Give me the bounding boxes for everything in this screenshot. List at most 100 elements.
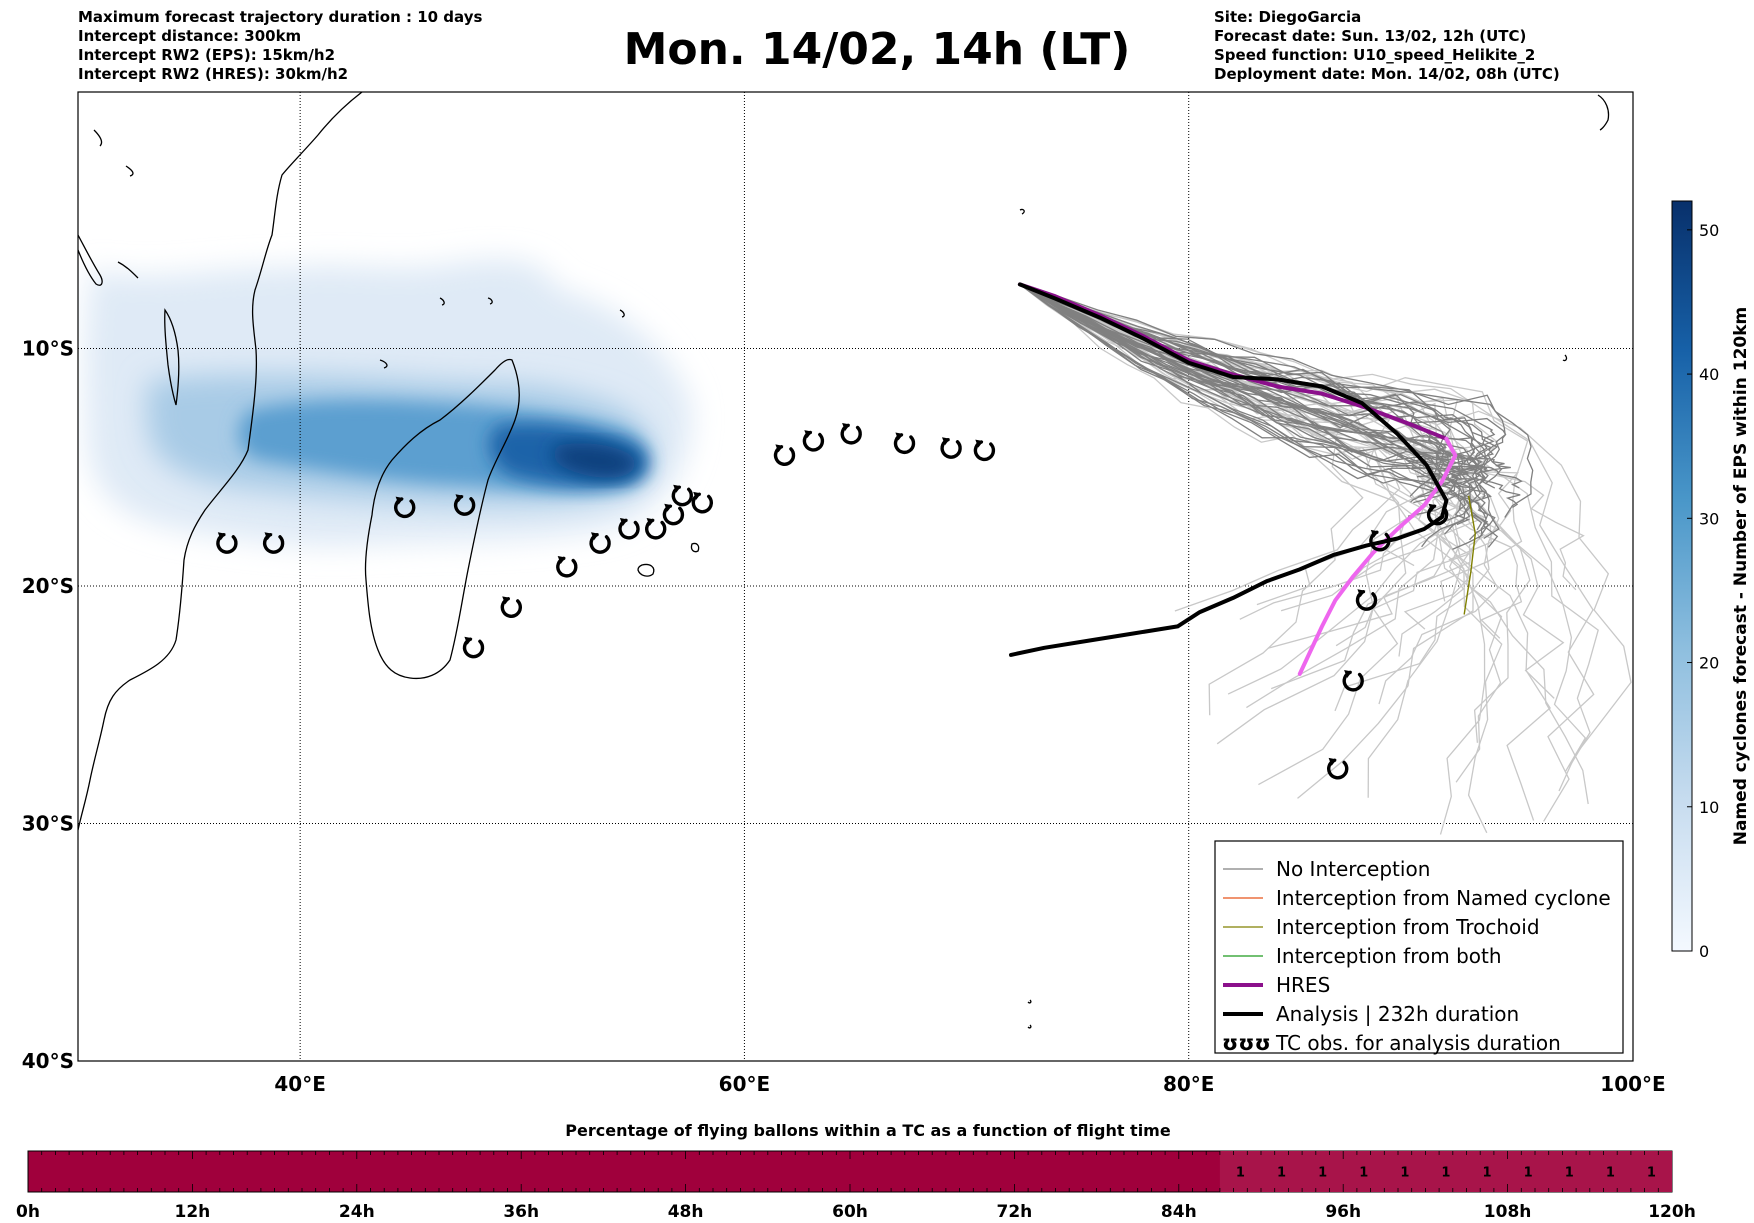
tc-obs-marker <box>462 636 485 659</box>
tc-obs-marker <box>1426 503 1449 526</box>
legend-label: TC obs. for analysis duration <box>1275 1031 1561 1055</box>
coastline-islands-north <box>93 94 1610 1029</box>
colorbar-tick-label: 50 <box>1699 221 1719 240</box>
coastlines <box>78 92 1610 1029</box>
hres-track <box>1017 282 1449 441</box>
bar-x-tick-label: 0h <box>16 1202 40 1222</box>
legend-entry-no-interception: No Interception <box>1223 857 1430 881</box>
y-tick-label: 30°S <box>22 812 74 836</box>
legend-label: Analysis | 232h duration <box>1276 1002 1519 1026</box>
bar-highlight-region <box>1219 1151 1672 1192</box>
tc-obs-marker <box>262 532 285 554</box>
bar-bin-value: 1 <box>1277 1166 1286 1181</box>
colorbar-tick-label: 40 <box>1699 365 1719 384</box>
coastline-mozambique-channel-island <box>164 308 180 406</box>
tc-obs-marker <box>500 596 523 618</box>
eps-track <box>1019 283 1429 745</box>
bar-bin-value: 1 <box>1483 1166 1492 1181</box>
coastline-reunion <box>690 542 700 553</box>
bar-bin-value: 1 <box>1647 1166 1656 1181</box>
tc-obs-marker <box>691 491 714 514</box>
colorbar-tick-label: 10 <box>1699 798 1719 817</box>
header-line-forecast-date: Forecast date: Sun. 13/02, 12h (UTC) <box>1214 27 1527 45</box>
tc-obs-marker <box>645 518 667 540</box>
legend-entry-named: Interception from Named cyclone <box>1223 886 1611 910</box>
tc-obs-marker <box>1355 589 1378 611</box>
bar-x-tick-label: 12h <box>175 1202 211 1222</box>
eps-track <box>1019 283 1507 467</box>
tc-obs-marker <box>1369 529 1391 552</box>
bar-x-tick-label: 84h <box>1161 1202 1197 1222</box>
colorbar-tick-label: 30 <box>1699 509 1719 528</box>
tc-obs-marker <box>556 556 578 578</box>
x-tick-label: 40°E <box>274 1072 326 1096</box>
tc-obs-marker <box>973 439 996 462</box>
header-line-speed-function: Speed function: U10_speed_Helikite_2 <box>1214 46 1536 64</box>
density-layer-peak <box>552 443 638 478</box>
legend-entry-tc-obs: ʊʊʊ TC obs. for analysis duration <box>1222 1031 1561 1055</box>
map-x-axis: 40°E 60°E 80°E 100°E <box>274 1072 1665 1096</box>
eps-track <box>1019 283 1445 620</box>
eps-track <box>1019 283 1521 509</box>
coastline-arabia-horn <box>78 234 103 286</box>
tc-observations <box>216 423 1449 780</box>
map-plot: 40°E 60°E 80°E 100°E 10°S 20°S 30°S 40°S No In… <box>22 91 1666 1096</box>
tc-obs-marker <box>940 437 962 459</box>
legend-label: Interception from both <box>1276 944 1502 968</box>
hres-track-late <box>1297 436 1458 676</box>
tc-obs-marker <box>893 432 916 455</box>
bar-bin-value: 1 <box>1606 1166 1615 1181</box>
chart-title: Mon. 14/02, 14h (LT) <box>623 24 1131 75</box>
map-grid <box>78 92 1633 1061</box>
cyclone-density-field <box>85 259 692 546</box>
tc-obs-marker <box>394 496 416 519</box>
bar-x-tick-label: 60h <box>832 1202 868 1222</box>
tc-obs-marker <box>773 444 796 466</box>
eps-track <box>1019 283 1531 743</box>
tc-obs-marker <box>589 532 611 554</box>
header-left: Maximum forecast trajectory duration : 1… <box>78 8 482 84</box>
y-tick-label: 10°S <box>22 337 74 361</box>
colorbar-gradient <box>1671 200 1693 952</box>
x-tick-label: 60°E <box>719 1072 771 1096</box>
eps-track <box>1019 283 1465 657</box>
bar-bin-value: 1 <box>1565 1166 1574 1181</box>
eps-track <box>1019 283 1587 772</box>
eps-track <box>1019 283 1487 511</box>
x-tick-label: 80°E <box>1163 1072 1215 1096</box>
eps-track <box>1019 283 1599 767</box>
y-tick-label: 40°S <box>22 1049 74 1073</box>
y-tick-label: 20°S <box>22 574 74 598</box>
eps-track <box>1019 283 1483 695</box>
main-tracks <box>1009 282 1458 676</box>
eps-track-trochoid <box>1463 495 1476 615</box>
legend-label: No Interception <box>1276 857 1430 881</box>
eps-track <box>1019 283 1476 475</box>
bar-x-tick-label: 24h <box>339 1202 375 1222</box>
bar-x-tick-label: 120h <box>1648 1202 1696 1222</box>
legend-label: Interception from Named cyclone <box>1276 886 1611 910</box>
colorbar: 0 10 20 30 40 50 Named cyclones forecast - Nu… <box>1671 200 1751 961</box>
legend-entry-hres: HRES <box>1223 973 1330 997</box>
tc-obs-marker <box>1342 670 1364 692</box>
header-line-site: Site: DiegoGarcia <box>1214 8 1362 26</box>
eps-track <box>1019 283 1496 541</box>
legend-entry-trochoid: Interception from Trochoid <box>1223 915 1540 939</box>
flight-time-bar: Percentage of flying ballons within a TC… <box>16 1121 1696 1222</box>
bar-bin-value: 1 <box>1318 1166 1327 1181</box>
tc-obs-marker <box>453 494 476 516</box>
bar-bin-value: 1 <box>1400 1166 1409 1181</box>
bar-x-tick-label: 108h <box>1484 1202 1532 1222</box>
coastline-africa <box>78 92 363 831</box>
header-line-rw2-hres: Intercept RW2 (HRES): 30km/h2 <box>78 65 349 83</box>
coastline-madagascar <box>364 358 520 680</box>
bar-x-tick-label: 72h <box>997 1202 1033 1222</box>
map-frame <box>77 91 1634 1062</box>
eps-track <box>1019 283 1506 487</box>
bar-bin-value: 1 <box>1236 1166 1245 1181</box>
bar-bins: 1 1 1 1 1 1 1 1 1 1 1 <box>41 1151 1672 1192</box>
tc-obs-marker <box>216 532 238 554</box>
legend-label: Interception from Trochoid <box>1276 915 1540 939</box>
legend-entry-analysis: Analysis | 232h duration <box>1223 1002 1519 1026</box>
bar-x-tick-label: 36h <box>503 1202 539 1222</box>
